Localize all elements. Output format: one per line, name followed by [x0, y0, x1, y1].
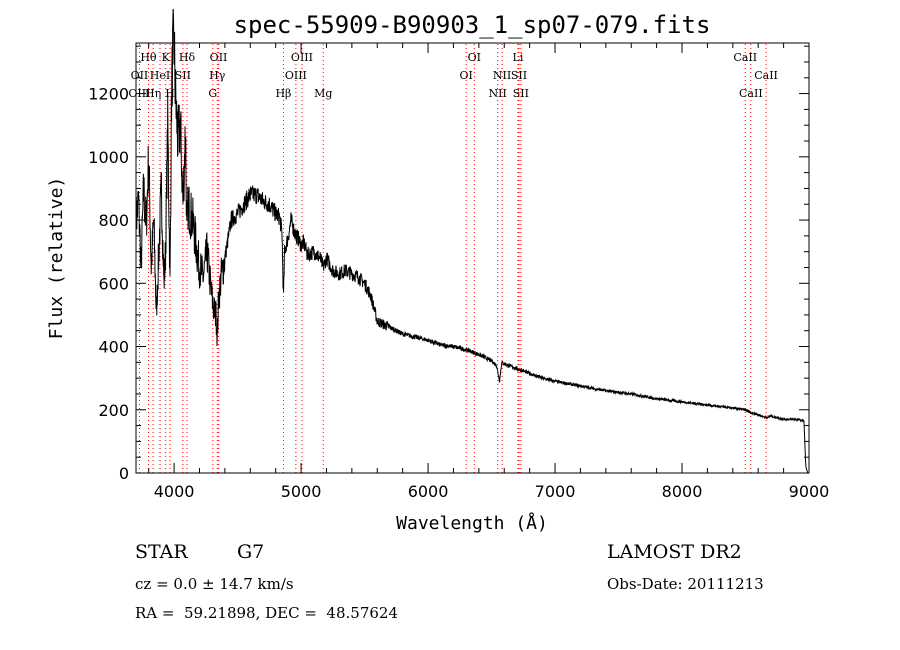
line-label: Hδ	[179, 51, 196, 64]
line-label: NII	[488, 87, 506, 100]
line-label: NII	[493, 69, 511, 82]
x-tick-label: 4000	[154, 482, 195, 501]
line-label: Hθ	[140, 51, 157, 64]
plot-frame	[135, 42, 810, 474]
y-tick-label: 200	[98, 401, 129, 420]
emission-line-markers	[138, 44, 767, 473]
object-subclass: G7	[237, 541, 265, 563]
line-label: OIII	[285, 69, 307, 82]
line-label: OI	[459, 69, 472, 82]
x-axis-label: Wavelength (Å)	[396, 512, 548, 534]
line-label: Li	[513, 51, 524, 64]
line-label: HeI	[150, 69, 170, 82]
x-tick-label: 6000	[408, 482, 449, 501]
line-label: K	[162, 51, 171, 64]
line-label: G	[208, 87, 217, 100]
coordinates-text: RA = 59.21898, DEC = 48.57624	[135, 604, 399, 622]
line-label: CaII	[739, 87, 763, 100]
obs-date-text: Obs-Date: 20111213	[607, 575, 764, 593]
spectrum-line	[135, 8, 809, 474]
line-label: SII	[513, 87, 529, 100]
line-label: Hγ	[209, 69, 226, 82]
chart-title: spec-55909-B90903_1_sp07-079.fits	[234, 11, 711, 39]
line-label: SII	[511, 69, 527, 82]
line-label: SII	[175, 69, 191, 82]
line-label: OII	[131, 69, 149, 82]
y-tick-label: 600	[98, 274, 129, 293]
line-label: OII	[210, 51, 228, 64]
line-label: CaII	[754, 69, 778, 82]
y-tick-label: 1000	[88, 148, 129, 167]
y-axis-label: Flux (relative)	[46, 177, 67, 340]
survey-name: LAMOST DR2	[607, 541, 742, 563]
line-label: CaII	[733, 51, 757, 64]
line-label: Hβ	[275, 87, 291, 100]
line-label: H	[165, 87, 175, 100]
line-label: OI	[468, 51, 481, 64]
x-tick-label: 7000	[535, 482, 576, 501]
y-tick-label: 1200	[88, 85, 129, 104]
x-tick-label: 5000	[281, 482, 322, 501]
object-class: STAR	[135, 541, 188, 563]
x-tick-label: 9000	[789, 482, 830, 501]
line-label: OIII	[291, 51, 313, 64]
y-tick-label: 400	[98, 338, 129, 357]
x-tick-label: 8000	[662, 482, 703, 501]
line-label: Mg	[314, 87, 332, 100]
y-tick-label: 800	[98, 211, 129, 230]
redshift-text: cz = 0.0 ± 14.7 km/s	[135, 575, 294, 593]
x-axis: 4000 5000 6000 7000 8000 9000	[148, 43, 830, 501]
y-tick-label: 0	[119, 464, 129, 483]
y-axis: 0 200 400 600 800 1000 1200	[88, 45, 809, 483]
line-label: Hη	[145, 87, 161, 100]
